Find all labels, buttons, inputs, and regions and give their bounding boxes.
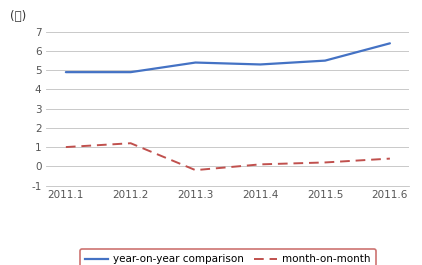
Legend: year-on-year comparison, month-on-month: year-on-year comparison, month-on-month	[80, 249, 376, 265]
Text: (％): (％)	[10, 10, 27, 23]
